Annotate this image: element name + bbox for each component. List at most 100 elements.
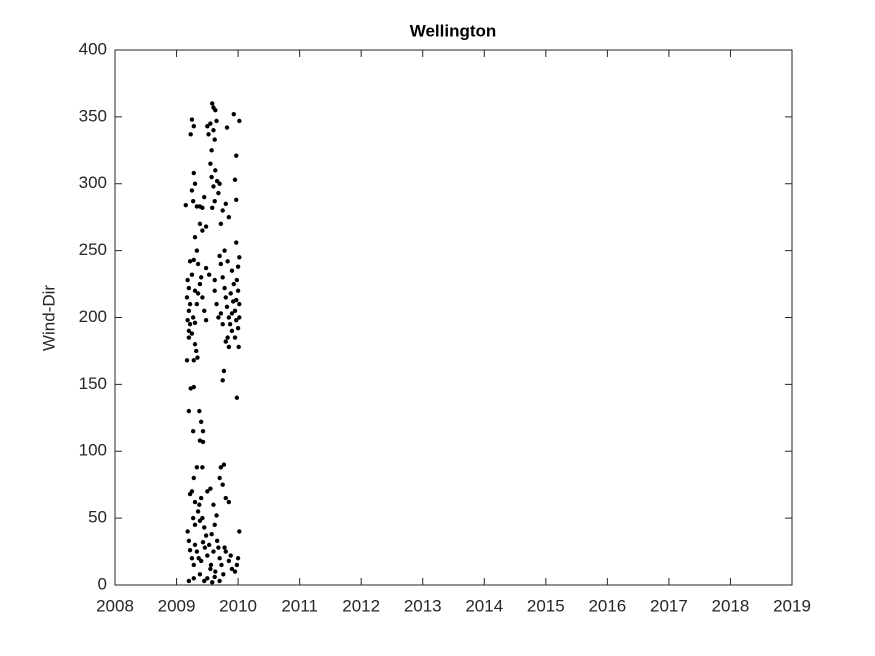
point	[192, 235, 198, 240]
point	[191, 384, 196, 390]
point	[192, 542, 198, 548]
point	[209, 174, 214, 180]
point	[229, 268, 235, 273]
point	[184, 295, 190, 300]
point	[198, 275, 204, 280]
point	[224, 125, 230, 130]
point	[195, 291, 201, 296]
point	[194, 301, 200, 307]
point	[235, 264, 241, 269]
point	[190, 198, 196, 204]
point	[212, 288, 217, 293]
point	[209, 148, 214, 153]
point	[216, 315, 221, 320]
y-tick-label: 50	[88, 508, 107, 527]
point	[206, 132, 211, 137]
point	[184, 358, 190, 363]
y-tick-label: 100	[79, 441, 107, 460]
x-tick-label: 2008	[96, 596, 134, 615]
x-tick-label: 2014	[465, 596, 503, 615]
point	[200, 205, 205, 211]
point	[192, 522, 198, 528]
point	[194, 348, 199, 354]
point	[206, 542, 212, 548]
point	[189, 272, 195, 277]
point	[228, 291, 233, 296]
point	[195, 355, 200, 360]
point	[225, 335, 230, 340]
point	[195, 261, 201, 267]
point	[237, 255, 242, 260]
point	[203, 317, 209, 323]
point	[208, 486, 213, 491]
point	[186, 408, 192, 414]
point	[234, 562, 240, 568]
x-tick-label: 2013	[404, 596, 442, 615]
point	[211, 502, 216, 507]
point	[197, 502, 202, 507]
point	[202, 308, 207, 314]
point	[206, 272, 212, 277]
point	[222, 285, 227, 291]
point	[200, 439, 206, 445]
x-tick-label: 2018	[712, 596, 750, 615]
point	[185, 529, 190, 534]
point	[194, 204, 200, 209]
point	[236, 344, 241, 350]
point	[185, 317, 190, 323]
point	[213, 168, 218, 173]
point	[208, 121, 213, 126]
point	[209, 531, 214, 537]
point	[226, 344, 232, 350]
point	[214, 538, 220, 544]
point	[203, 265, 209, 271]
point	[222, 248, 227, 253]
point	[226, 214, 232, 220]
point	[186, 308, 192, 314]
point	[220, 275, 225, 280]
point	[217, 253, 222, 259]
point	[234, 277, 240, 283]
point	[188, 132, 193, 137]
point	[187, 548, 193, 553]
point	[222, 545, 227, 550]
point	[227, 321, 233, 327]
point	[200, 540, 206, 545]
point	[234, 317, 239, 323]
point	[194, 549, 200, 554]
point	[198, 419, 204, 425]
x-tick-label: 2012	[342, 596, 380, 615]
point	[218, 221, 224, 227]
point	[217, 578, 222, 584]
y-tick-label: 250	[79, 240, 107, 259]
point	[197, 221, 203, 227]
point	[210, 580, 215, 585]
point	[191, 475, 196, 481]
point	[203, 533, 209, 538]
point	[229, 566, 235, 572]
point	[187, 301, 193, 307]
point	[214, 301, 219, 307]
point	[223, 339, 228, 344]
x-tick-label: 2017	[650, 596, 688, 615]
point	[226, 315, 232, 320]
point	[200, 428, 206, 434]
point	[198, 558, 204, 564]
point	[226, 558, 232, 564]
point	[187, 259, 193, 264]
point	[231, 281, 236, 287]
x-tick-label: 2009	[158, 596, 196, 615]
point	[228, 553, 233, 558]
point	[200, 295, 205, 300]
point	[212, 198, 217, 204]
y-tick-label: 200	[79, 307, 107, 326]
point	[203, 224, 209, 229]
point	[211, 549, 216, 554]
point	[202, 525, 207, 530]
point	[237, 315, 242, 320]
point	[190, 428, 196, 434]
point	[192, 288, 198, 293]
point	[202, 194, 207, 200]
point	[232, 335, 238, 340]
